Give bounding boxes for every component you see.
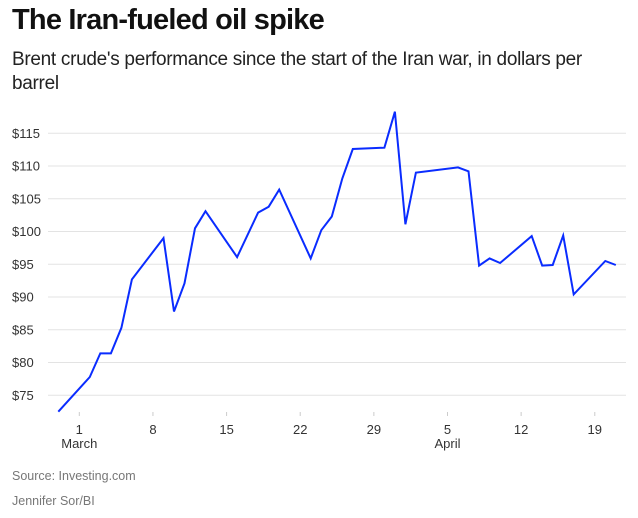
credit-note: Jennifer Sor/BI — [12, 494, 95, 508]
series-line-brent-crude — [57, 111, 617, 413]
series-layer — [57, 111, 617, 413]
y-tick-label: $75 — [12, 388, 34, 403]
y-tick-label: $90 — [12, 290, 34, 305]
chart-subtitle: Brent crude's performance since the star… — [12, 49, 582, 94]
x-tick-label: 15 — [219, 422, 233, 437]
source-note: Source: Investing.com — [12, 469, 136, 483]
gridlines — [48, 132, 626, 396]
x-month-label: March — [61, 436, 97, 451]
y-axis-labels: $75 $80 $85 $90 $95 $100 $105 $110 $115 — [12, 126, 41, 403]
y-tick-label: $85 — [12, 322, 34, 337]
chart-title: The Iran-fueled oil spike — [12, 4, 325, 36]
x-tick-label: 5 — [444, 422, 451, 437]
y-tick-label: $105 — [12, 191, 41, 206]
y-tick-label: $95 — [12, 257, 34, 272]
x-tick-label: 22 — [293, 422, 307, 437]
x-tick-label: 12 — [514, 422, 528, 437]
x-tick-label: 8 — [149, 422, 156, 437]
y-tick-label: $80 — [12, 355, 34, 370]
x-tick-label: 29 — [367, 422, 381, 437]
x-tick-label: 19 — [588, 422, 602, 437]
x-month-label: April — [434, 436, 460, 451]
y-tick-label: $100 — [12, 224, 41, 239]
y-tick-label: $110 — [12, 159, 40, 174]
x-tick-label: 1 — [76, 422, 83, 437]
y-tick-label: $115 — [12, 126, 40, 141]
